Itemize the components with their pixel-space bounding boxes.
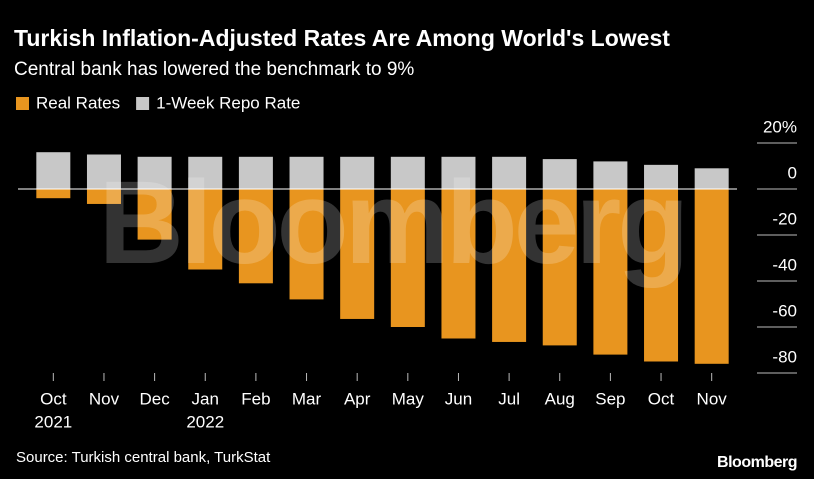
bar <box>289 189 324 300</box>
bar <box>86 154 121 189</box>
y-tick-label: 20% <box>763 117 797 136</box>
legend-swatch <box>16 97 29 110</box>
bar <box>238 189 273 284</box>
chart-subtitle: Central bank has lowered the benchmark t… <box>14 59 414 80</box>
x-tick-label: Feb <box>241 389 270 408</box>
bar <box>289 156 324 189</box>
bar <box>492 156 527 189</box>
x-tick-label: Nov <box>89 389 120 408</box>
x-tick-label: May <box>392 389 425 408</box>
bar <box>390 189 425 327</box>
x-tick-label: Jul <box>498 389 520 408</box>
bar <box>644 164 679 189</box>
x-tick-year: 2021 <box>34 412 72 431</box>
bar <box>188 156 223 189</box>
bar <box>188 189 223 270</box>
legend-swatch <box>136 97 150 110</box>
bar <box>441 156 476 189</box>
y-tick-label: -60 <box>772 301 797 320</box>
y-tick-label: -80 <box>772 347 797 366</box>
bar <box>137 156 172 189</box>
x-tick-label: Mar <box>292 389 322 408</box>
bar <box>542 189 577 346</box>
y-tick-label: 0 <box>788 163 797 182</box>
bar <box>593 161 628 189</box>
chart-title: Turkish Inflation-Adjusted Rates Are Amo… <box>14 25 670 51</box>
bar <box>86 189 121 204</box>
bar <box>644 189 679 362</box>
x-tick-year: 2022 <box>186 412 224 431</box>
bar <box>340 156 375 189</box>
legend-label: 1-Week Repo Rate <box>156 93 300 112</box>
y-tick-label: -40 <box>772 255 797 274</box>
bar <box>593 189 628 355</box>
x-tick-label: Jan <box>192 389 219 408</box>
bar <box>340 189 375 319</box>
watermark: Bloomberg <box>99 157 686 289</box>
x-tick-label: Oct <box>40 389 67 408</box>
x-tick-label: Jun <box>445 389 472 408</box>
bar <box>238 156 273 189</box>
bar <box>137 189 172 240</box>
x-tick-label: Oct <box>648 389 675 408</box>
source: Source: Turkish central bank, TurkStat <box>16 449 271 466</box>
bar <box>390 156 425 189</box>
x-tick-label: Sep <box>595 389 625 408</box>
x-tick-label: Aug <box>545 389 575 408</box>
x-tick-label: Dec <box>139 389 170 408</box>
logo: Bloomberg <box>717 454 797 471</box>
bar <box>36 189 71 199</box>
bar <box>441 189 476 339</box>
bar <box>694 189 729 364</box>
x-tick-label: Nov <box>697 389 728 408</box>
bar <box>694 168 729 189</box>
x-tick-label: Apr <box>344 389 371 408</box>
bar <box>492 189 527 342</box>
bar <box>542 159 577 189</box>
y-tick-label: -20 <box>772 209 797 228</box>
bar <box>36 152 71 189</box>
legend-label: Real Rates <box>36 93 120 112</box>
